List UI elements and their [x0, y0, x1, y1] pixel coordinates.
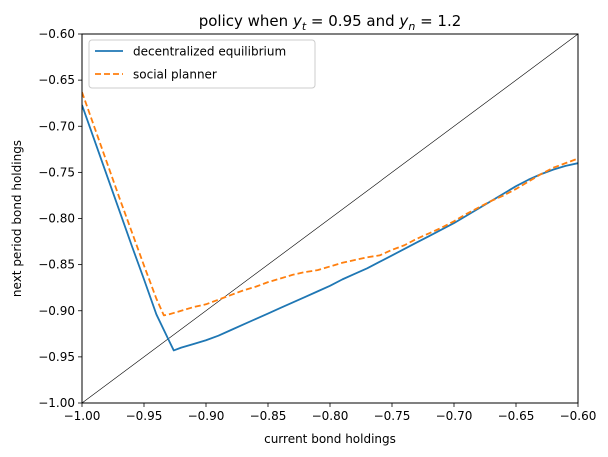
legend-label-decentralized: decentralized equilibrium	[133, 45, 286, 59]
y-axis-ticks: −1.00 −0.95 −0.90 −0.85 −0.80 −0.75 −0.70 −0.65…	[38, 27, 82, 410]
x-tick-label: −0.75	[374, 409, 411, 423]
x-tick-label: −0.90	[188, 409, 225, 423]
y-axis-label: next period bond holdings	[10, 140, 24, 297]
y-tick-label: −0.65	[38, 73, 75, 87]
chart-title: policy when yt = 0.95 and yn = 1.2	[199, 12, 462, 33]
y-tick-label: −0.95	[38, 350, 75, 364]
x-tick-label: −1.00	[64, 409, 101, 423]
series-line-social-planner	[82, 91, 578, 317]
x-axis-label: current bond holdings	[264, 432, 396, 446]
y-tick-label: −0.90	[38, 304, 75, 318]
x-tick-label: −0.60	[560, 409, 597, 423]
x-axis-ticks: −1.00 −0.95 −0.90 −0.85 −0.80 −0.75 −0.70 −0.65…	[64, 403, 597, 423]
y-tick-label: −0.75	[38, 165, 75, 179]
x-tick-label: −0.80	[312, 409, 349, 423]
legend-box	[88, 39, 316, 89]
y-tick-label: −0.70	[38, 119, 75, 133]
y-tick-label: −0.85	[38, 258, 75, 272]
reference-45-degree-line	[82, 34, 578, 403]
x-tick-label: −0.70	[436, 409, 473, 423]
x-tick-label: −0.85	[250, 409, 287, 423]
y-tick-label: −0.60	[38, 27, 75, 41]
y-tick-label: −0.80	[38, 212, 75, 226]
plot-lines	[82, 34, 578, 403]
legend: decentralized equilibrium social planner	[88, 39, 316, 89]
y-tick-label: −1.00	[38, 396, 75, 410]
x-tick-label: −0.95	[126, 409, 163, 423]
legend-label-social-planner: social planner	[133, 68, 217, 82]
x-tick-label: −0.65	[498, 409, 535, 423]
